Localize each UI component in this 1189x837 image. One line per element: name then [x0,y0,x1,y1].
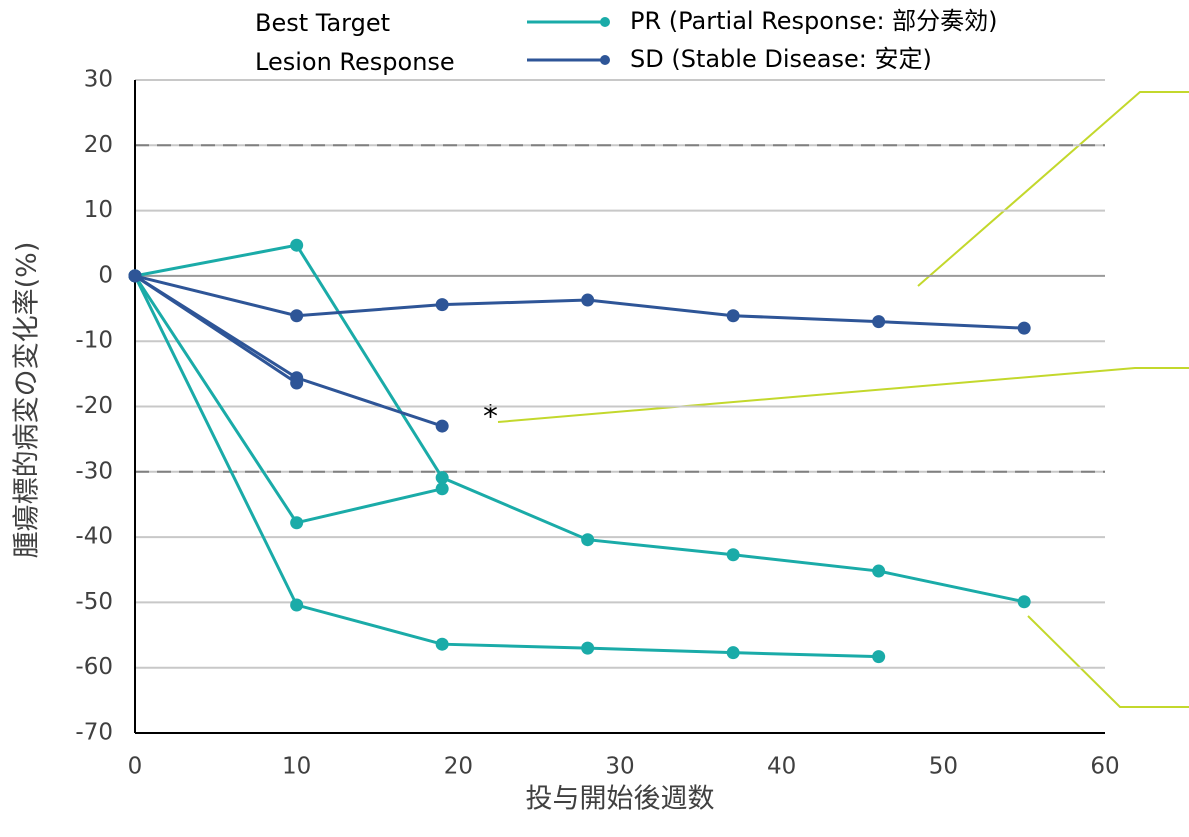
point [128,269,142,283]
point [872,564,886,578]
point [581,641,595,655]
point [290,376,304,390]
callout [917,91,1189,287]
point [435,637,449,651]
y-axis-label: 腫瘍標的病変の変化率(%) [12,242,43,559]
y-tick-label: 30 [84,67,113,93]
point [872,315,886,329]
legend-marker [600,55,610,65]
point [435,298,449,312]
x-axis-label: 投与開始後週数 [526,784,715,815]
callout [1027,615,1189,708]
x-tick-label: 0 [128,754,143,780]
point [726,548,740,562]
series-line [133,275,879,659]
point [290,309,304,323]
x-tick-label: 10 [282,754,311,780]
legend-marker [600,17,610,27]
series-line [134,274,1025,330]
point [726,309,740,323]
point [726,646,740,660]
annotation: * [483,400,498,435]
point [290,598,304,612]
y-tick-label: -20 [75,393,113,419]
x-tick-label: 30 [605,754,634,780]
point [872,650,886,664]
y-tick-label: 20 [84,132,113,158]
x-tick-label: 40 [767,754,796,780]
legend-label: SD (Stable Disease: 安定) [630,45,932,73]
y-tick-label: -40 [75,524,113,550]
y-tick-label: -30 [75,458,113,484]
callout-lines [497,91,1189,708]
point [290,238,304,252]
legend-label: PR (Partial Response: 部分奏効) [630,7,998,35]
point [435,471,449,485]
legend-title: Best Target [255,9,390,37]
legend-title: Lesion Response [255,48,455,76]
x-tick-label: 60 [1090,754,1119,780]
y-tick-label: 10 [84,197,113,223]
x-tick-label: 20 [444,754,473,780]
series-line [134,274,298,385]
y-tick-label: -50 [75,589,113,615]
x-tick-label: 50 [929,754,958,780]
point [1017,595,1031,609]
point [581,533,595,547]
callout [497,367,1189,423]
point [290,516,304,530]
point [1017,321,1031,335]
point [581,293,595,307]
y-tick-label: -60 [75,654,113,680]
y-tick-label: -10 [75,328,113,354]
point [435,419,449,433]
y-tick-label: -70 [75,720,113,746]
y-tick-label: 0 [98,262,113,288]
point [435,482,449,496]
